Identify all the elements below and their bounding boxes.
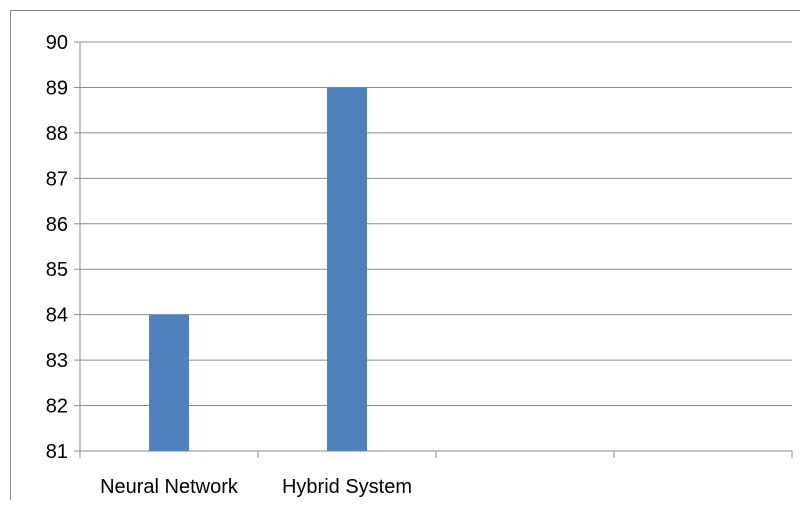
y-tick-label: 83 — [46, 350, 68, 372]
y-tick-label: 81 — [46, 441, 68, 463]
x-category-label: Neural Network — [100, 476, 239, 498]
chart-frame — [10, 10, 800, 500]
y-tick-label: 82 — [46, 396, 68, 418]
y-tick-label: 85 — [46, 259, 68, 281]
y-tick-label: 87 — [46, 168, 68, 190]
y-tick-label: 90 — [46, 32, 68, 54]
y-tick-label: 86 — [46, 214, 68, 236]
bar — [327, 87, 367, 451]
bar — [149, 314, 189, 451]
y-tick-label: 84 — [46, 305, 68, 327]
y-tick-label: 88 — [46, 123, 68, 145]
x-category-label: Hybrid System — [282, 476, 412, 498]
y-tick-label: 89 — [46, 77, 68, 99]
